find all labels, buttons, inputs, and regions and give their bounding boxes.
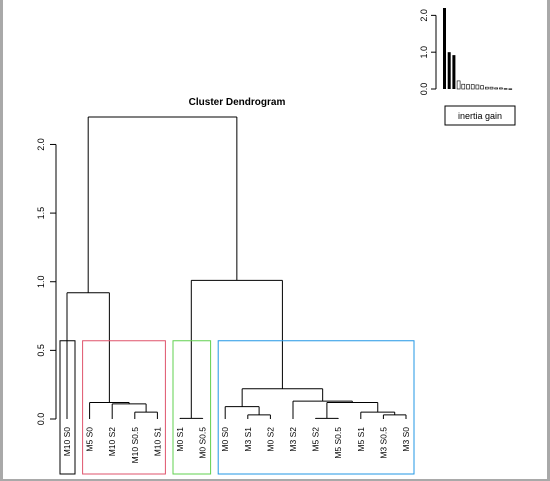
inertia-bar (461, 83, 466, 90)
cluster-rectangles (59, 340, 415, 475)
leaf-label: M5 S2 (311, 427, 321, 452)
inertia-tick-label: 0.0 (419, 83, 429, 96)
leaf-label: M10 S1 (152, 427, 162, 457)
leaf-label: M10 S0.5 (130, 427, 140, 464)
inertia-tick-label: 2.0 (419, 9, 429, 22)
leaf-label: M0 S0.5 (198, 427, 208, 459)
inertia-gain-chart: 0.0 1.0 2.0 inertia gain (419, 8, 516, 126)
dendrogram-tick-label: 1.5 (36, 207, 46, 220)
leaf-label: M10 S0 (62, 427, 72, 457)
inertia-bars (443, 8, 513, 90)
dendrogram-tree (66, 116, 407, 419)
inertia-legend-label: inertia gain (458, 111, 502, 121)
cluster-rect (172, 340, 212, 475)
dendrogram-tick-label: 2.0 (36, 138, 46, 151)
dendrogram-tick-label: 0.0 (36, 413, 46, 426)
inertia-bar (480, 85, 484, 90)
inertia-bar (508, 88, 513, 90)
inertia-bar (494, 87, 499, 90)
dendrogram-tick-label: 1.0 (36, 275, 46, 288)
leaf-label: M3 S0 (401, 427, 411, 452)
inertia-bar (456, 80, 461, 90)
inertia-bar (452, 55, 456, 89)
inertia-bar (466, 84, 470, 90)
inertia-y-axis: 0.0 1.0 2.0 (419, 9, 437, 96)
leaf-label: M10 S2 (107, 427, 117, 457)
inertia-tick-label: 1.0 (419, 46, 429, 59)
leaf-label: M5 S1 (356, 427, 366, 452)
inertia-bar (447, 52, 451, 89)
inertia-bar (503, 88, 508, 90)
inertia-legend: inertia gain (444, 105, 516, 126)
leaf-label: M0 S1 (175, 427, 185, 452)
inertia-legend-box (444, 105, 516, 126)
inertia-bar (489, 86, 494, 90)
inertia-bar (499, 87, 503, 90)
leaf-label: M0 S2 (265, 427, 275, 452)
plot-svg: Cluster Dendrogram 0.0 0.5 1.0 1.5 2.0 M10 S… (36, 8, 516, 475)
leaf-label: M0 S0 (220, 427, 230, 452)
dendrogram-y-axis: 0.0 0.5 1.0 1.5 2.0 (36, 138, 57, 426)
leaf-label: M5 S0 (85, 427, 95, 452)
leaf-label: M3 S1 (243, 427, 253, 452)
leaf-label: M3 S2 (288, 427, 298, 452)
cluster-rect (59, 340, 76, 475)
leaf-labels: M10 S0 M5 S0 M10 S2 M10 S0.5 M10 S1 M0 S1 M0 S… (62, 427, 411, 464)
chart-title: Cluster Dendrogram (189, 97, 286, 108)
plot-canvas: Cluster Dendrogram 0.0 0.5 1.0 1.5 2.0 M10 S… (3, 0, 547, 479)
inertia-bar (475, 84, 480, 90)
leaf-label: M5 S0.5 (333, 427, 343, 459)
cluster-rect (217, 340, 415, 475)
inertia-bar (443, 8, 446, 89)
dendrogram-chart: Cluster Dendrogram 0.0 0.5 1.0 1.5 2.0 M10 S… (36, 97, 415, 475)
inertia-bar (484, 86, 489, 90)
dendrogram-tick-label: 0.5 (36, 344, 46, 357)
leaf-label: M3 S0.5 (378, 427, 388, 459)
inertia-bar (470, 84, 475, 90)
cluster-rect (82, 340, 166, 475)
